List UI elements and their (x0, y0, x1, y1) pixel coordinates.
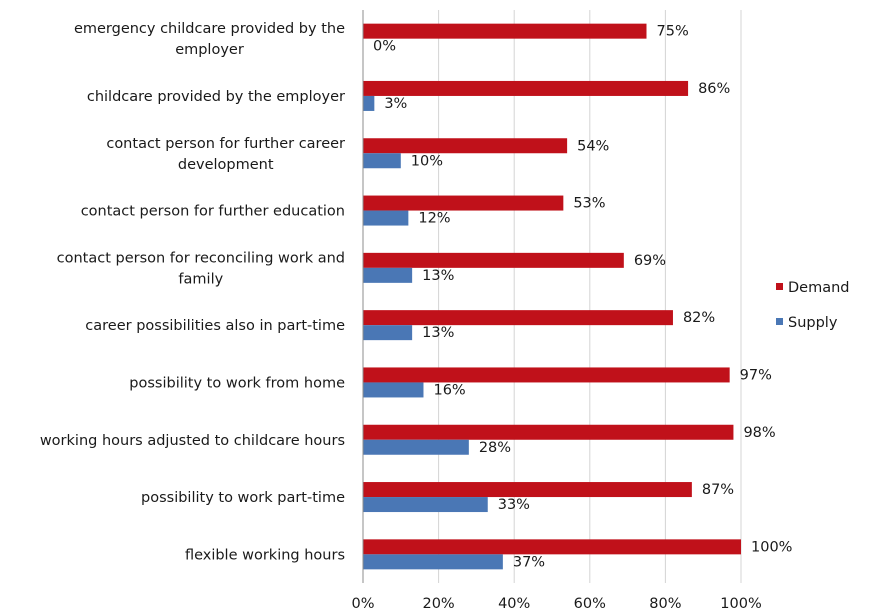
bar-demand (363, 482, 692, 498)
category-label: contact person for further education (81, 204, 345, 220)
category-label: possibility to work part-time (141, 490, 345, 506)
bar-supply (363, 554, 503, 570)
value-label-demand: 86% (698, 81, 730, 97)
value-label-demand: 69% (634, 253, 666, 269)
value-labels: 75% 0% 86% 3% 54% 10% 53% 12% 69% 13% 82% 13% 97% 16%… (373, 24, 792, 571)
bar-demand (363, 80, 689, 96)
bar-demand (363, 539, 741, 555)
bar-supply (363, 497, 488, 513)
legend: Demand Supply (776, 280, 850, 331)
category-label: flexible working hours (185, 547, 345, 563)
legend-label-supply: Supply (788, 315, 838, 331)
value-label-supply: 37% (513, 554, 545, 570)
category-label-line: working hours adjusted to childcare hour… (40, 433, 345, 449)
category-label: contact person for reconciling work and f… (57, 250, 345, 287)
x-tick-label: 40% (498, 596, 530, 612)
value-label-demand: 54% (577, 138, 609, 154)
legend-label-demand: Demand (788, 280, 850, 296)
category-label-line: emergency childcare provided by the (74, 21, 345, 37)
category-label-line: possibility to work part-time (141, 490, 345, 506)
value-label-supply: 33% (498, 497, 530, 513)
value-label-demand: 97% (740, 367, 772, 383)
value-label-demand: 53% (573, 196, 605, 212)
value-label-demand: 82% (683, 310, 715, 326)
x-tick-label: 60% (574, 596, 606, 612)
value-label-supply: 16% (433, 382, 465, 398)
value-label-supply: 3% (384, 96, 407, 112)
category-label-line: flexible working hours (185, 547, 345, 563)
category-label: contact person for further career develop… (106, 136, 345, 173)
bar-supply (363, 382, 424, 398)
category-label-line: employer (175, 42, 244, 58)
bar-demand (363, 138, 568, 154)
legend-swatch-demand (776, 283, 783, 290)
category-label-line: career possibilities also in part-time (85, 318, 345, 334)
category-label-line: childcare provided by the employer (87, 89, 345, 105)
x-tick-label: 80% (649, 596, 681, 612)
bar-demand (363, 195, 564, 211)
category-label-line: contact person for further education (81, 204, 345, 220)
bar-demand (363, 252, 624, 268)
value-label-supply: 13% (422, 268, 454, 284)
legend-swatch-supply (776, 318, 783, 325)
x-tick-label: 0% (351, 596, 374, 612)
bar-demand (363, 310, 673, 326)
category-label: career possibilities also in part-time (85, 318, 345, 334)
value-label-demand: 100% (751, 539, 792, 555)
x-axis-ticks: 0% 20% 40% 60% 80% 100% (351, 596, 761, 612)
x-tick-label: 20% (422, 596, 454, 612)
x-tick-label: 100% (720, 596, 761, 612)
category-label: childcare provided by the employer (87, 89, 345, 105)
bar-demand (363, 23, 647, 39)
category-label-line: development (178, 157, 274, 173)
category-label: emergency childcare provided by the emplo… (74, 21, 345, 58)
category-label: possibility to work from home (129, 375, 345, 391)
bar-supply (363, 325, 413, 341)
value-label-supply: 0% (373, 39, 396, 55)
category-label-line: possibility to work from home (129, 375, 345, 391)
bar-supply (363, 153, 401, 169)
value-label-supply: 10% (411, 153, 443, 169)
category-label-line: contact person for reconciling work and (57, 250, 345, 266)
value-label-demand: 87% (702, 482, 734, 498)
bar-demand (363, 367, 730, 383)
bar-demand (363, 424, 734, 440)
bar-supply (363, 439, 469, 455)
value-label-supply: 12% (418, 211, 450, 227)
category-label-line: contact person for further career (106, 136, 345, 152)
value-label-supply: 28% (479, 440, 511, 456)
bar-supply (363, 210, 409, 226)
category-label: working hours adjusted to childcare hour… (40, 433, 345, 449)
category-label-line: family (178, 271, 223, 287)
bars (363, 23, 741, 570)
bar-supply (363, 267, 413, 283)
value-label-supply: 13% (422, 325, 454, 341)
bar-supply (363, 95, 375, 111)
value-label-demand: 98% (743, 425, 775, 441)
category-labels: emergency childcare provided by the emplo… (40, 21, 345, 563)
value-label-demand: 75% (657, 24, 689, 40)
